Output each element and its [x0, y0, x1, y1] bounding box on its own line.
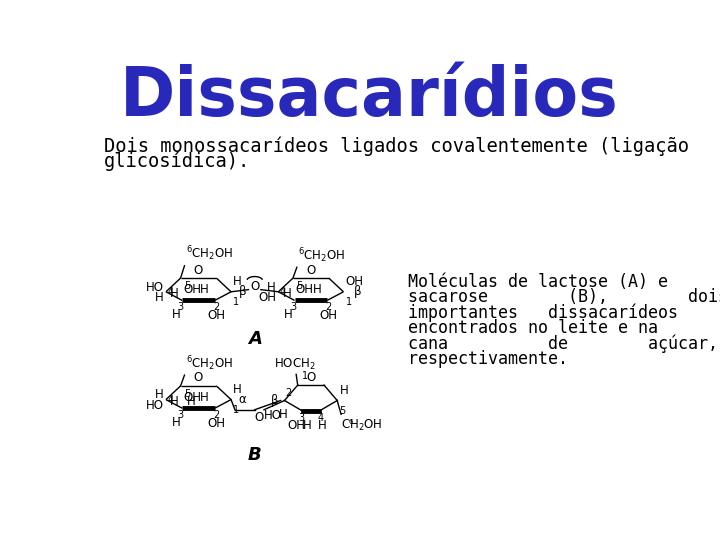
Text: glicosídica).: glicosídica).: [104, 152, 251, 171]
Text: sacarose        (B),        dois: sacarose (B), dois: [408, 288, 720, 306]
Text: HO: HO: [145, 281, 163, 294]
Text: HO: HO: [264, 409, 282, 422]
Text: 1: 1: [233, 405, 239, 415]
Text: 3: 3: [178, 410, 184, 420]
Text: 4: 4: [280, 287, 286, 297]
Text: 1: 1: [233, 297, 239, 307]
Text: HO: HO: [145, 399, 163, 412]
Text: α: α: [239, 393, 246, 406]
Text: OH: OH: [288, 419, 306, 432]
Text: O: O: [306, 370, 315, 383]
Text: β: β: [239, 285, 246, 298]
Text: 2: 2: [213, 302, 220, 312]
Text: 3: 3: [290, 302, 296, 312]
Text: H: H: [200, 283, 209, 296]
Text: H: H: [186, 395, 196, 408]
Text: B: B: [248, 446, 261, 464]
Text: Dissacarídios: Dissacarídios: [120, 64, 618, 130]
Text: encontrados no leite e na: encontrados no leite e na: [408, 319, 658, 337]
Text: OH: OH: [296, 283, 314, 296]
Text: OH: OH: [320, 309, 338, 322]
Text: OH: OH: [207, 417, 225, 430]
Text: 5: 5: [340, 406, 346, 416]
Text: H: H: [312, 283, 321, 296]
Text: O: O: [255, 411, 264, 424]
Text: H: H: [233, 383, 241, 396]
Text: respectivamente.: respectivamente.: [408, 350, 568, 368]
Text: CH$_2$OH: CH$_2$OH: [341, 417, 383, 433]
Text: H: H: [318, 419, 327, 432]
Text: O: O: [194, 264, 203, 276]
Text: HOCH$_2$: HOCH$_2$: [274, 357, 315, 372]
Text: $_6$: $_6$: [348, 417, 354, 428]
Text: H: H: [171, 287, 179, 300]
Text: 2: 2: [325, 302, 332, 312]
Text: H: H: [155, 388, 163, 401]
Text: $^6$CH$_2$OH: $^6$CH$_2$OH: [186, 354, 233, 373]
Text: 5: 5: [184, 281, 190, 291]
Text: H: H: [233, 275, 241, 288]
Text: cana          de        açúcar,: cana de açúcar,: [408, 334, 718, 353]
Text: Moléculas de lactose (A) e: Moléculas de lactose (A) e: [408, 273, 667, 291]
Text: OH: OH: [207, 309, 225, 322]
Text: H: H: [284, 308, 293, 321]
Text: 1: 1: [302, 371, 308, 381]
Text: H: H: [267, 281, 276, 294]
Text: OH: OH: [184, 390, 202, 403]
Text: $^6$CH$_2$OH: $^6$CH$_2$OH: [298, 246, 346, 265]
Text: H: H: [155, 292, 163, 305]
Text: importantes   dissacarídeos: importantes dissacarídeos: [408, 303, 678, 322]
Text: H: H: [171, 416, 181, 429]
Text: β: β: [354, 285, 362, 298]
Text: H: H: [283, 287, 292, 300]
Text: H: H: [171, 308, 181, 321]
Text: 3: 3: [178, 302, 184, 312]
Text: H: H: [302, 419, 311, 432]
Text: 4: 4: [318, 413, 323, 423]
Text: 5: 5: [296, 281, 302, 291]
Text: OH: OH: [346, 275, 364, 288]
Text: O: O: [194, 372, 203, 384]
Text: OH: OH: [184, 283, 202, 296]
Text: 1: 1: [346, 297, 352, 307]
Text: 4: 4: [168, 287, 174, 297]
Text: OH: OH: [258, 292, 276, 305]
Text: Dois monossacarídeos ligados covalentemente (ligação: Dois monossacarídeos ligados covalenteme…: [104, 137, 689, 156]
Text: 2: 2: [213, 410, 220, 420]
Text: β: β: [271, 394, 279, 407]
Text: H: H: [200, 390, 209, 403]
Text: A: A: [248, 330, 261, 348]
Text: 4: 4: [168, 395, 174, 404]
Text: O: O: [250, 280, 259, 293]
Text: H: H: [279, 408, 287, 421]
Text: 2: 2: [285, 388, 292, 398]
Text: H: H: [340, 383, 348, 397]
Text: $^6$CH$_2$OH: $^6$CH$_2$OH: [186, 245, 233, 264]
Text: O: O: [306, 264, 315, 276]
Text: H: H: [171, 395, 179, 408]
Text: 3: 3: [298, 413, 305, 423]
Text: 5: 5: [184, 389, 190, 399]
